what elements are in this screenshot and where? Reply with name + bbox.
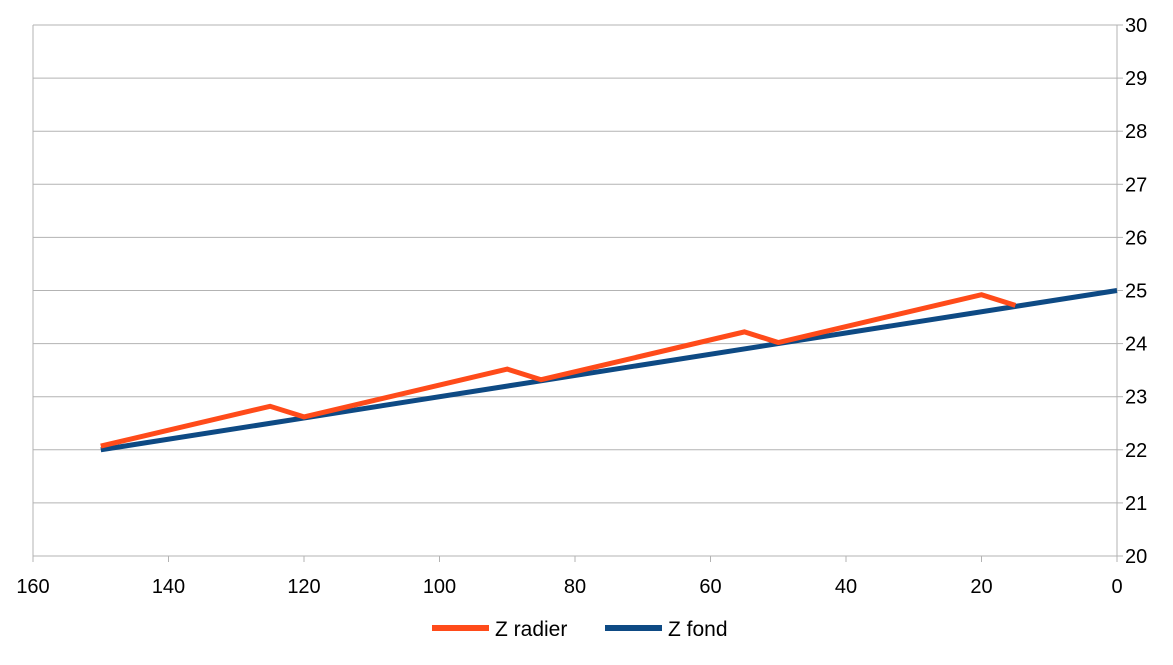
y-tick-label: 27 [1125,174,1147,196]
y-tick-label: 24 [1125,334,1147,356]
x-tick-label: 160 [16,576,49,598]
x-tick-label: 0 [1111,576,1122,598]
legend-label: Z fond [668,618,728,641]
x-tick-label: 120 [287,576,320,598]
y-tick-label: 23 [1125,387,1147,409]
x-tick-label: 20 [970,576,992,598]
y-tick-label: 30 [1125,15,1147,37]
legend-item-z-fond: Z fond [605,618,728,641]
grid-lines [32,24,1117,557]
x-tick-label: 60 [699,576,721,598]
legend: Z radier Z fond [432,618,728,641]
y-tick-label: 21 [1125,493,1147,515]
y-tick-label: 28 [1125,121,1147,143]
legend-item-z-radier: Z radier [432,618,567,641]
y-tick-label: 25 [1125,281,1147,303]
x-tick-label: 100 [423,576,456,598]
y-tick-label: 29 [1125,68,1147,90]
y-tick-label: 22 [1125,440,1147,462]
y-tick-label: 20 [1125,546,1147,568]
legend-label: Z radier [495,618,567,641]
x-axis-ticks: 160 140 120 100 80 60 40 20 0 [16,556,1123,598]
x-tick-label: 140 [152,576,185,598]
series-layer [100,288,1118,453]
x-tick-label: 40 [835,576,857,598]
series-line-z-fond [100,288,1118,453]
series-line-z-radier [100,292,1017,449]
y-axis-ticks: 20 21 22 23 24 25 26 27 28 29 30 [1117,15,1147,568]
x-tick-label: 80 [564,576,586,598]
y-tick-label: 26 [1125,227,1147,249]
